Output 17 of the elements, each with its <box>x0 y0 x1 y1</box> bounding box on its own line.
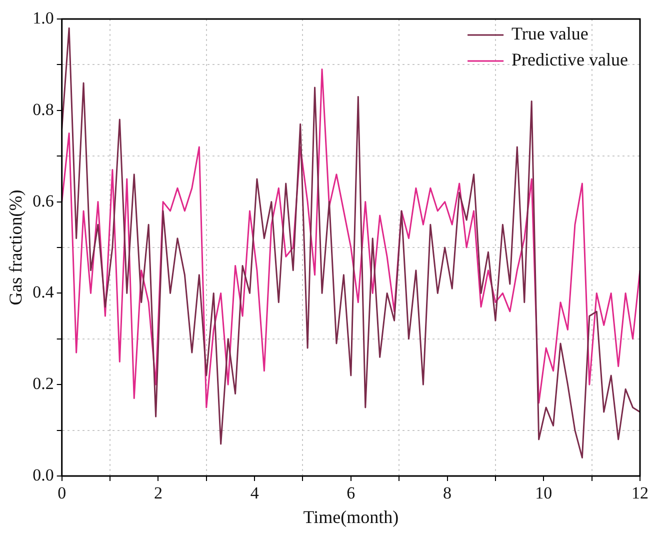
x-tick-label: 2 <box>154 484 162 503</box>
y-tick-label: 1.0 <box>32 8 54 28</box>
x-tick-label: 6 <box>346 484 356 503</box>
x-tick-label: 4 <box>250 484 260 503</box>
y-tick-label: 0.8 <box>32 100 54 119</box>
legend-label: True value <box>512 24 588 44</box>
x-tick-label: 10 <box>535 484 552 503</box>
y-tick-label: 0.6 <box>32 191 54 210</box>
x-tick-label: 12 <box>632 484 648 503</box>
y-tick-label: 0.2 <box>32 374 54 394</box>
x-tick-label: 0 <box>58 484 66 503</box>
text: 0.0 <box>32 465 54 484</box>
y-tick-label: 0.4 <box>32 282 54 302</box>
legend-label: Predictive value <box>512 50 628 70</box>
y-axis-title: Gas fraction(%) <box>6 190 26 306</box>
x-axis-title: Time(month) <box>303 506 399 527</box>
x-tick-label: 8 <box>443 484 452 503</box>
